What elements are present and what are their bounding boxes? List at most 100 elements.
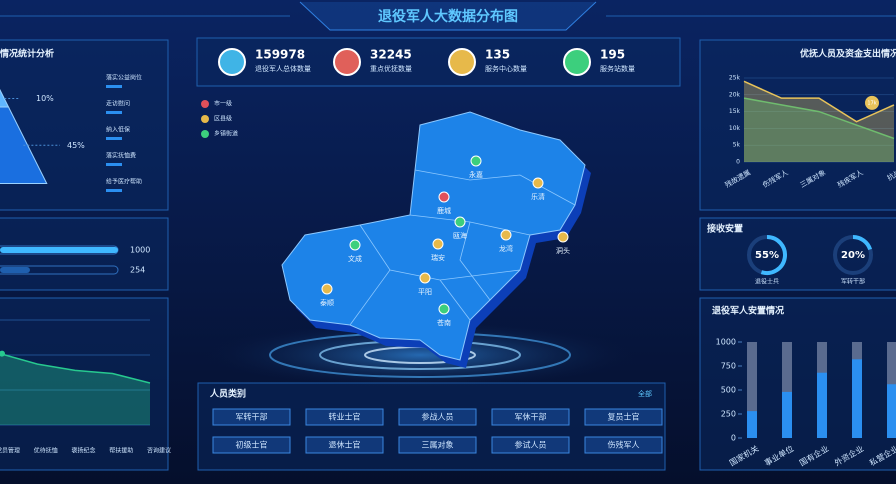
region-label: 平阳: [418, 287, 432, 296]
stat-icon: [333, 48, 361, 76]
category-button[interactable]: [584, 436, 663, 454]
value-label: 45%: [67, 141, 85, 150]
stat-label: 服务站数量: [600, 64, 635, 73]
bar: [782, 391, 792, 438]
y-tick-label: 20k: [729, 91, 741, 98]
category-button[interactable]: [305, 436, 384, 454]
list-bar: [106, 137, 122, 140]
progress-bar: [0, 267, 30, 273]
gauge-value: 20%: [841, 250, 865, 261]
list-item: 走访慰问: [106, 100, 130, 108]
map-pin: [557, 231, 569, 243]
region-label: 鹿城: [437, 206, 451, 215]
list-item: 纳入低保: [106, 126, 130, 134]
map-pin: [532, 177, 544, 189]
region-label: 永嘉: [469, 170, 483, 179]
button-label[interactable]: 转业士官: [329, 412, 361, 422]
legend-label: 市一级: [214, 100, 232, 108]
stat-label: 服务中心数量: [485, 64, 527, 73]
map-pin: [321, 283, 333, 295]
button-label[interactable]: 军转干部: [236, 412, 268, 422]
x-tick-label: 优待抚恤: [34, 447, 58, 455]
category-button[interactable]: [398, 408, 477, 426]
map-pin: [454, 216, 466, 228]
annotation: 17k: [867, 100, 876, 106]
button-label[interactable]: 退休士官: [329, 440, 361, 450]
stat-icon: [563, 48, 591, 76]
list-item: 落实公益岗位: [106, 74, 142, 82]
y-tick-label: 15k: [729, 108, 741, 115]
stat-label: 重点优抚数量: [370, 64, 412, 73]
legend-pin: [201, 100, 209, 108]
y-tick-label: 5k: [733, 142, 741, 149]
list-bar: [106, 85, 122, 88]
map-land: [281, 111, 586, 361]
panel-title: 接收安置: [707, 223, 743, 235]
category-button[interactable]: [398, 436, 477, 454]
bar-track: [747, 342, 757, 438]
list-item: 给予医疗帮助: [106, 178, 142, 186]
stats-panel: [196, 37, 681, 87]
progress-track: [0, 265, 119, 275]
stat-value: 32245: [370, 48, 412, 62]
region-label: 泰顺: [320, 298, 334, 307]
stat-value: 135: [485, 48, 510, 62]
y-tick-label: 750: [721, 362, 736, 371]
button-label[interactable]: 复员士官: [608, 412, 640, 422]
header-frame: [299, 1, 597, 31]
panel-title: 优抚人员及资金支出情况: [800, 48, 896, 60]
button-label[interactable]: 三属对象: [422, 440, 454, 450]
panel: [699, 39, 896, 211]
category-button[interactable]: [491, 408, 570, 426]
stat-icon: [218, 48, 246, 76]
y-tick-label: 25k: [729, 75, 741, 82]
stat-label: 退役军人总体数量: [255, 64, 311, 73]
category-button[interactable]: [584, 408, 663, 426]
button-label[interactable]: 军休干部: [515, 412, 547, 422]
category-button[interactable]: [212, 408, 291, 426]
panel: [699, 217, 896, 291]
panel-action: 全部: [638, 389, 652, 398]
annotation-bubble: [865, 95, 879, 110]
panel: [0, 297, 169, 471]
button-label[interactable]: 伤残军人: [608, 440, 640, 450]
gauge-arc: [760, 235, 787, 275]
area: [744, 98, 894, 162]
bar: [852, 359, 862, 438]
gauge-label: 退役士兵: [755, 278, 779, 286]
category-button[interactable]: [305, 408, 384, 426]
stat-icon: [448, 48, 476, 76]
legend-label: 区县级: [214, 115, 232, 123]
button-label[interactable]: 初级士官: [236, 440, 268, 450]
value-label: 254: [130, 266, 145, 275]
legend-pin: [201, 130, 209, 138]
gauge-arc: [852, 235, 873, 251]
gauge-value: 55%: [755, 250, 779, 261]
region-label: 瑞安: [431, 253, 445, 262]
category-button[interactable]: [212, 436, 291, 454]
value-label: 1000: [130, 246, 150, 255]
y-tick-label: 250: [721, 410, 736, 419]
map-pin: [432, 238, 444, 250]
gauge-label: 军转干部: [841, 278, 865, 286]
map-pin: [438, 303, 450, 315]
category-button[interactable]: [491, 436, 570, 454]
button-label[interactable]: 参试人员: [515, 440, 547, 450]
panel-title: 情况统计分析: [0, 48, 54, 60]
panel-title: 退役军人安置情况: [712, 305, 784, 317]
bar: [887, 384, 896, 438]
category-panel: [197, 382, 666, 471]
map-pin: [349, 239, 361, 251]
bar: [817, 372, 827, 438]
button-label[interactable]: 参战人员: [422, 412, 454, 422]
x-tick-label: 咨询建议: [147, 447, 171, 455]
progress-bar: [0, 247, 118, 253]
area: [0, 353, 150, 425]
panel-title: 人员类别: [209, 388, 246, 400]
list-item: 落实抚恤费: [106, 152, 136, 160]
line: [0, 352, 151, 384]
x-tick-label: 抗战: [885, 168, 896, 183]
line: [743, 80, 895, 123]
